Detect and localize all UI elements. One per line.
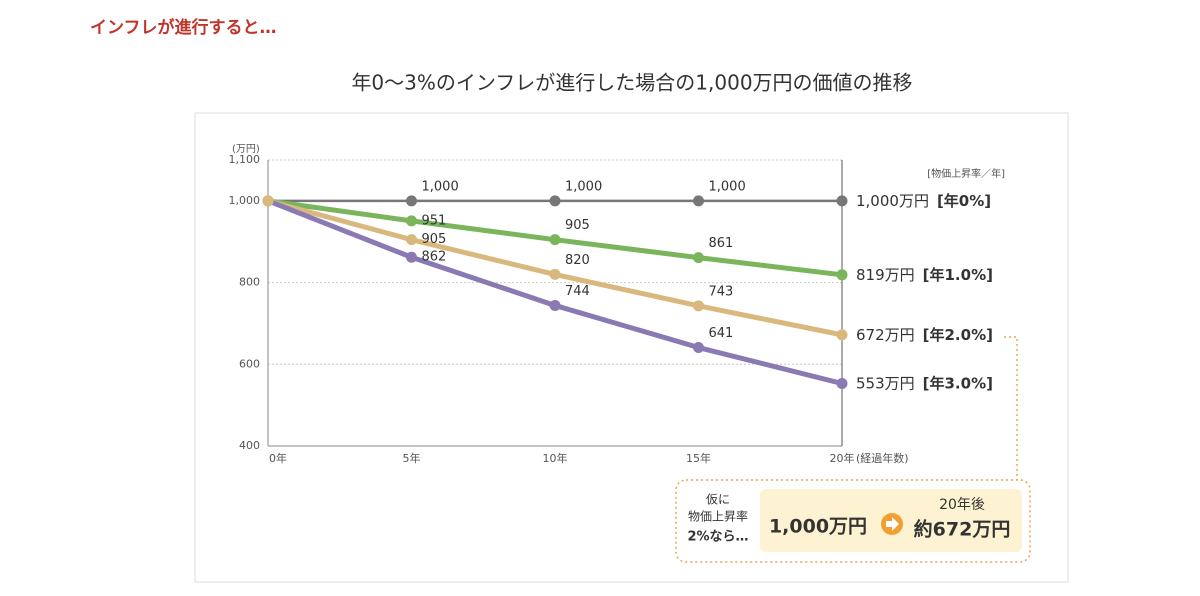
data-label: 1,000: [565, 179, 602, 194]
legend-title: [物価上昇率／年]: [927, 167, 1005, 180]
data-label: 905: [565, 218, 590, 233]
data-point: [836, 195, 848, 207]
data-label: 1,000: [422, 179, 459, 194]
series-line: [267, 198, 843, 386]
chart-frame: [194, 112, 1069, 583]
data-point: [549, 195, 561, 207]
series-name: [年2.0%]: [923, 325, 993, 343]
y-tick-label: 800: [239, 276, 260, 289]
data-point: [836, 377, 848, 389]
end-label: 819万円 [年1.0%]: [856, 265, 993, 283]
series-line: [267, 198, 843, 338]
y-tick-label: 1,000: [229, 194, 261, 207]
end-value-label: 1,000万円: [856, 191, 929, 209]
data-point: [406, 234, 417, 246]
x-tick-label: 5年: [403, 451, 421, 465]
end-label: 553万円 [年3.0%]: [856, 374, 993, 392]
data-point: [836, 269, 848, 281]
x-tick-label: 15年: [686, 451, 711, 465]
data-label: 861: [709, 236, 734, 251]
callout-condition: 仮に: [706, 493, 730, 507]
y-tick-label: 600: [239, 357, 260, 370]
x-tick-label: 0年: [269, 451, 287, 465]
callout-arrow-icon: [886, 517, 899, 531]
y-tick-label: 1,100: [229, 153, 261, 166]
data-point: [549, 268, 561, 280]
data-point: [549, 234, 561, 246]
data-label: 743: [709, 284, 734, 299]
data-label: 905: [422, 232, 447, 247]
end-value-label: 553万円: [856, 374, 915, 392]
callout-connector: [1004, 336, 1018, 480]
series-name: [年0%]: [937, 191, 991, 209]
data-point: [262, 195, 274, 207]
callout-to: 約672万円: [914, 518, 1011, 541]
data-point: [406, 195, 417, 207]
data-point: [693, 195, 704, 207]
chart-title: 年0〜3%のインフレが進行した場合の1,000万円の価値の推移: [351, 71, 912, 95]
data-point: [693, 342, 704, 354]
data-point: [549, 299, 561, 311]
data-label: 641: [709, 326, 734, 341]
data-label: 951: [422, 213, 447, 228]
series-name: [年3.0%]: [923, 374, 993, 392]
x-tick-label: 20年: [830, 451, 855, 465]
series-name: [年1.0%]: [923, 265, 993, 283]
data-label: 820: [565, 253, 590, 268]
callout-condition: 2%なら…: [687, 530, 748, 545]
y-unit: (万円): [232, 144, 260, 155]
data-label: 862: [422, 250, 447, 265]
end-value-label: 819万円: [856, 265, 915, 283]
end-label: 1,000万円 [年0%]: [856, 191, 991, 209]
data-point: [406, 215, 417, 227]
heading: インフレが進行すると…: [90, 17, 277, 38]
data-point: [693, 300, 704, 312]
x-tick-label: 10年: [543, 451, 568, 465]
end-value-label: 672万円: [856, 325, 915, 343]
data-label: 1,000: [709, 179, 746, 194]
data-point: [836, 329, 848, 341]
callout-after: 20年後: [939, 497, 985, 513]
callout-from: 1,000万円: [769, 516, 867, 538]
y-tick-label: 400: [239, 439, 260, 452]
data-point: [693, 252, 704, 264]
callout-condition: 物価上昇率: [688, 509, 748, 524]
end-label: 672万円 [年2.0%]: [856, 325, 993, 343]
data-label: 744: [565, 284, 590, 299]
x-axis-label: (経過年数): [856, 451, 909, 465]
data-point: [406, 251, 417, 263]
